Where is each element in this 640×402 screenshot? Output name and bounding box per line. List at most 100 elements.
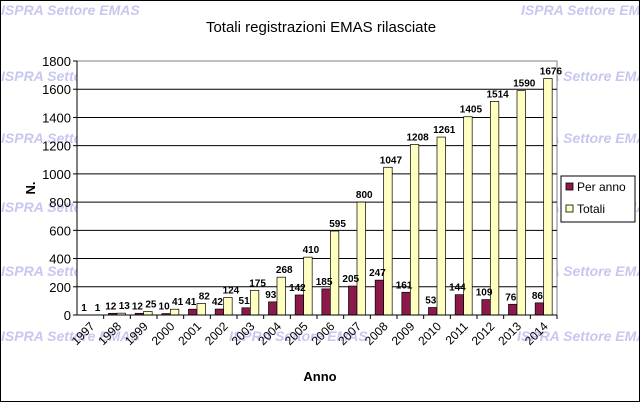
bar-per-anno	[348, 285, 358, 316]
data-label-totali: 1261	[433, 125, 456, 136]
bar-totali	[196, 303, 206, 316]
x-tick-label: 2011	[443, 319, 471, 347]
data-label-totali: 1405	[460, 105, 483, 116]
data-label-totali: 410	[303, 245, 320, 256]
x-tick-label: 2010	[415, 319, 444, 348]
bar-per-anno	[321, 288, 331, 316]
data-label-per-anno: 86	[532, 291, 544, 302]
legend-label-totali: Totali	[577, 202, 605, 216]
data-label-per-anno: 185	[316, 277, 333, 288]
watermark-text: ISPRA Settore EMAS	[1, 328, 140, 344]
data-label-per-anno: 1	[81, 303, 87, 314]
data-label-totali: 1208	[406, 133, 429, 144]
x-tick-label: 2008	[362, 319, 391, 348]
watermark-text: ISPRA Settore EMAS	[517, 328, 639, 344]
watermark-text: ISPRA Settore EMAS	[229, 328, 368, 344]
bar-per-anno	[508, 303, 518, 316]
legend-swatch-per-anno	[565, 182, 574, 191]
watermark-text: ISPRA Settore EMAS	[1, 2, 140, 18]
bars	[81, 78, 553, 316]
bar-totali	[276, 276, 286, 316]
bar-totali	[436, 136, 446, 316]
data-label-per-anno: 93	[265, 290, 277, 301]
bar-totali	[329, 230, 340, 316]
data-label-per-anno: 76	[505, 292, 517, 303]
data-label-per-anno: 144	[449, 283, 466, 294]
data-label-totali: 800	[356, 190, 373, 201]
y-tick-label: 1000	[42, 167, 71, 182]
data-label-totali: 25	[145, 299, 157, 310]
data-label-totali: 82	[199, 291, 211, 302]
bar-totali	[169, 308, 180, 316]
bar-per-anno	[294, 294, 305, 316]
data-label-per-anno: 10	[159, 302, 171, 313]
data-label-per-anno: 12	[132, 301, 144, 312]
y-tick-label: 1600	[42, 82, 71, 97]
bar-totali	[249, 289, 260, 316]
y-tick-label: 600	[49, 223, 71, 238]
bar-totali	[489, 101, 500, 316]
y-tick-label: 400	[49, 252, 71, 267]
data-label-totali: 13	[119, 301, 131, 312]
data-label-per-anno: 51	[239, 296, 251, 307]
y-tick-label: 0	[64, 308, 71, 323]
data-label-totali: 1514	[486, 89, 509, 100]
x-tick-label: 2012	[469, 319, 498, 348]
data-label-per-anno: 205	[342, 274, 359, 285]
bar-per-anno	[428, 307, 438, 316]
x-axis-title: Anno	[303, 369, 336, 384]
data-labels: 1 1 12 13 12 25 10 41 41824212451175932681424101…	[81, 66, 562, 313]
legend-label-per-anno: Per anno	[577, 180, 626, 194]
bar-per-anno	[374, 279, 385, 316]
data-label-per-anno: 12	[105, 301, 117, 312]
y-tick-label: 200	[49, 280, 71, 295]
data-label-totali: 595	[329, 219, 346, 230]
bar-totali	[223, 297, 233, 316]
bar-per-anno	[401, 291, 411, 316]
bar-per-anno	[534, 302, 545, 316]
x-tick-label: 2009	[389, 319, 418, 348]
bar-totali	[543, 78, 553, 316]
plot-area	[76, 60, 558, 316]
bar-per-anno	[214, 308, 225, 316]
y-tick-label: 800	[49, 195, 71, 210]
data-label-totali: 1676	[540, 66, 563, 77]
bar-totali	[143, 311, 153, 316]
legend: Per anno Totali	[560, 175, 636, 223]
chart-title: Totali registrazioni EMAS rilasciate	[206, 19, 436, 36]
bar-per-anno	[241, 307, 251, 316]
bar-totali	[383, 166, 393, 316]
bar-per-anno	[481, 299, 491, 316]
data-label-per-anno: 142	[289, 283, 306, 294]
gridlines	[77, 88, 557, 288]
bar-per-anno	[188, 308, 198, 316]
bar-totali	[356, 201, 366, 316]
data-label-per-anno: 42	[212, 297, 224, 308]
data-label-per-anno: 161	[396, 280, 413, 291]
data-label-per-anno: 53	[425, 296, 437, 307]
data-label-totali: 1047	[380, 155, 403, 166]
y-tick-label: 1400	[42, 110, 71, 125]
data-label-per-anno: 41	[185, 297, 197, 308]
bar-per-anno	[268, 301, 278, 316]
data-label-per-anno: 247	[369, 268, 386, 279]
x-tick-label: 2002	[202, 319, 231, 348]
bar-per-anno	[454, 294, 465, 316]
y-tick-label: 1800	[42, 54, 71, 69]
data-label-totali: 41	[172, 297, 184, 308]
y-tick-label: 1200	[42, 139, 71, 154]
bar-totali	[516, 90, 526, 316]
legend-swatch-totali	[565, 204, 574, 213]
data-label-totali: 1590	[513, 79, 536, 90]
data-label-totali: 1	[95, 303, 101, 314]
x-tick-label: 2000	[149, 319, 178, 348]
x-tick-label: 2001	[175, 319, 204, 348]
data-label-totali: 268	[276, 265, 293, 276]
watermark-text: ISPRA Settore EMAS	[521, 2, 639, 18]
data-label-totali: 175	[249, 278, 266, 289]
y-axis-title: N.	[23, 182, 38, 195]
data-label-totali: 124	[223, 286, 240, 297]
